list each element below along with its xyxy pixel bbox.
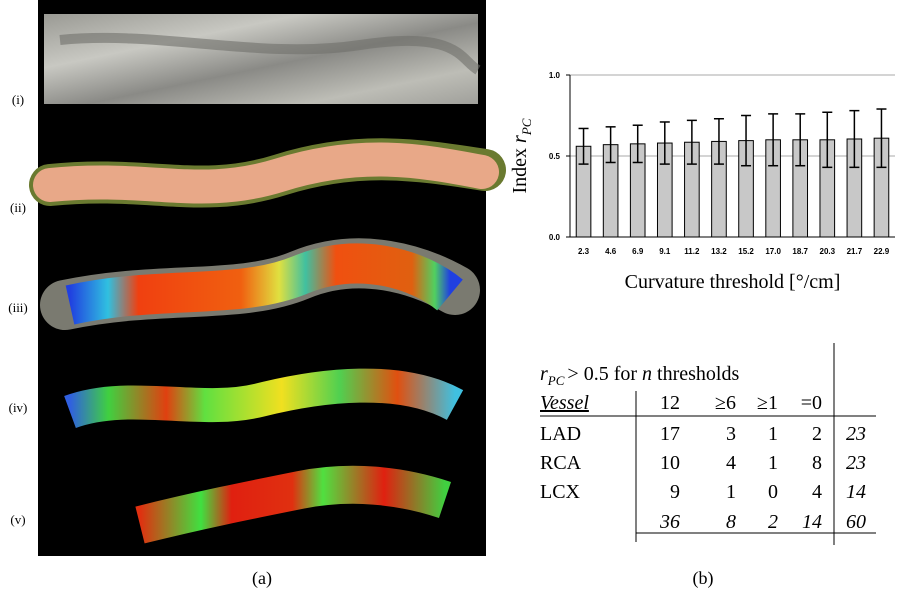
table-cell: 4 — [812, 481, 822, 503]
y-label-text: Index — [509, 148, 531, 194]
table-header: 12 — [660, 392, 680, 414]
vessel-ii — [33, 142, 499, 204]
table-cell: 0 — [768, 481, 778, 503]
table-cell: 9 — [670, 481, 680, 503]
table-cell: 8 — [812, 452, 822, 474]
vessel-iii — [65, 243, 463, 325]
y-label-symbol: r — [509, 135, 531, 143]
caption-variable: n — [642, 363, 652, 385]
angiogram-vessel — [59, 32, 481, 75]
table-cell: 17 — [660, 423, 680, 445]
table-total: 60 — [846, 511, 866, 533]
table-header: ≥6 — [715, 392, 736, 414]
x-axis-label: Curvature threshold [°/cm] — [625, 271, 841, 293]
table-total: 36 — [659, 511, 680, 533]
caption-text2: thresholds — [657, 363, 739, 385]
table-caption: rPC > 0.5 for n thresholds — [540, 363, 739, 388]
panel-label: (ii) — [10, 200, 26, 215]
table-cell: 1 — [768, 423, 778, 445]
caption-b: (b) — [693, 568, 714, 589]
vessel-iv — [64, 368, 464, 429]
caption-subscript: PC — [547, 373, 565, 388]
x-tick-label: 21.7 — [847, 247, 863, 256]
angiogram — [44, 14, 478, 104]
x-tick-label: 17.0 — [765, 247, 781, 256]
panel-label: (iii) — [8, 300, 28, 315]
x-tick-label: 6.9 — [632, 247, 644, 256]
y-tick-label: 0.0 — [549, 233, 561, 242]
y-tick-label: 0.5 — [549, 152, 561, 161]
table-total: 14 — [802, 511, 822, 533]
table-cell: 3 — [726, 423, 736, 445]
x-tick-label: 9.1 — [659, 247, 671, 256]
table-cell: LCX — [540, 481, 581, 503]
table-cell: RCA — [540, 452, 582, 474]
y-axis-label: Index rPC — [509, 118, 534, 193]
x-tick-label: 20.3 — [820, 247, 836, 256]
table-cell: 23 — [846, 452, 866, 474]
panel-label: (i) — [12, 92, 24, 107]
table-cell: 10 — [660, 452, 680, 474]
table-header: =0 — [801, 392, 822, 414]
table-cell: 1 — [768, 452, 778, 474]
x-tick-label: 22.9 — [874, 247, 890, 256]
table-header: ≥1 — [757, 392, 778, 414]
panel-labels: (i) (ii) (iii) (iv) (v) — [8, 92, 28, 527]
table-cell: 4 — [726, 452, 736, 474]
table-cell: LAD — [540, 423, 581, 445]
table-total: 8 — [726, 511, 736, 533]
table-cell: 2 — [812, 423, 822, 445]
table-cell: 23 — [846, 423, 866, 445]
x-tick-label: 13.2 — [711, 247, 727, 256]
x-tick-label: 2.3 — [578, 247, 590, 256]
x-tick-label: 18.7 — [792, 247, 808, 256]
y-tick-label: 1.0 — [549, 71, 561, 80]
caption-a: (a) — [252, 568, 272, 589]
panel-label: (v) — [10, 512, 25, 527]
x-tick-label: 15.2 — [738, 247, 754, 256]
y-label-subscript: PC — [519, 118, 534, 136]
x-tick-label: 11.2 — [684, 247, 700, 256]
table-cell: 1 — [726, 481, 736, 503]
x-tick-label: 4.6 — [605, 247, 617, 256]
table-cell: 14 — [846, 481, 866, 503]
panel-label: (iv) — [9, 400, 28, 415]
table-header: Vessel — [540, 392, 589, 414]
vessel-v — [135, 465, 452, 544]
caption-symbol: r — [540, 363, 548, 385]
caption-text: > 0.5 for — [567, 363, 637, 385]
bar-chart: 0.0 0.5 1.0 Index rPC Curvature threshold [°/… — [509, 71, 895, 293]
table-total: 2 — [768, 511, 778, 533]
